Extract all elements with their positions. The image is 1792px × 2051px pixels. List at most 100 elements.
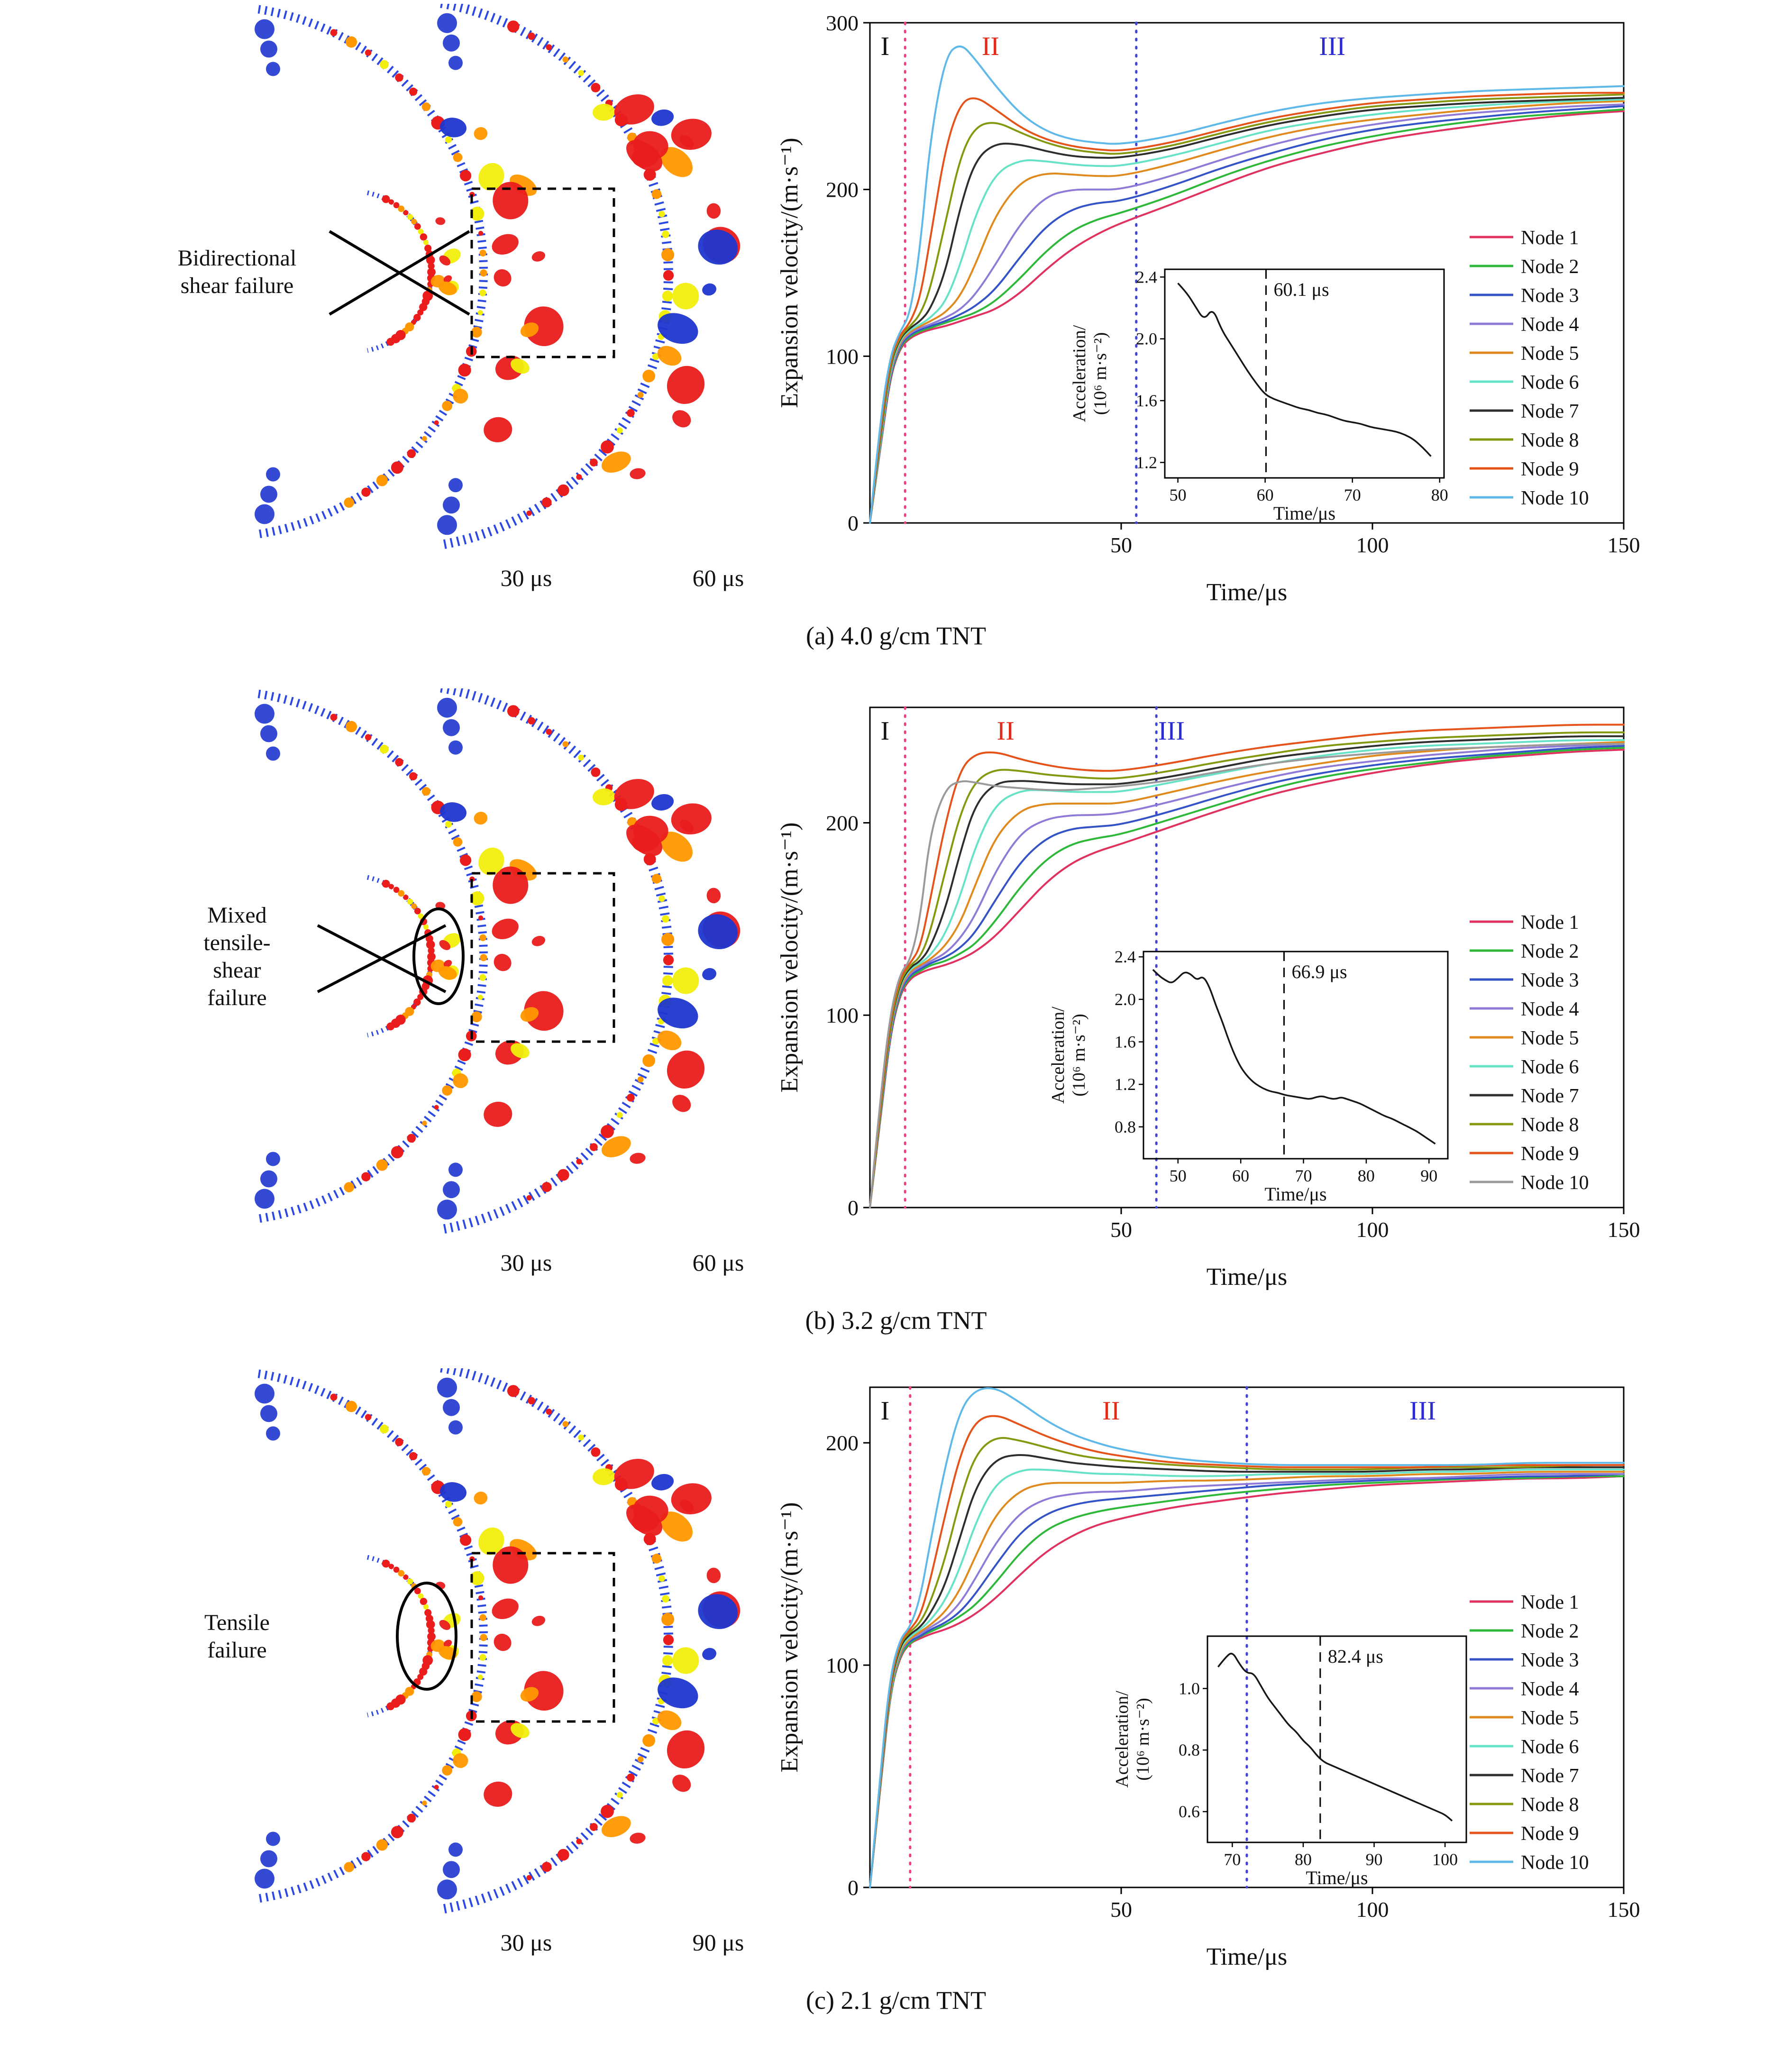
damage-speckle [417,309,424,316]
fragment-body [367,1557,432,1715]
fragment-body [441,1368,668,1910]
damage-patch [702,1648,717,1660]
damage-speckle [361,487,371,497]
damage-patch [474,812,488,825]
damage-speckle [418,1593,424,1599]
damage-patch [520,1687,539,1702]
tip-damage-patch [266,62,280,76]
y-axis: 0 100 200 [826,1431,870,1900]
damage-patch [510,1043,530,1059]
damage-speckle [480,269,487,277]
curve-node-3 [869,105,1625,524]
tip-damage-patch [255,1383,274,1404]
damage-patch [626,140,662,172]
damage-patch [493,1546,529,1584]
damage-speckle [344,497,354,508]
damage-patch [438,1646,457,1660]
damage-patch [439,1620,451,1630]
damage-patch [593,103,615,121]
damage-speckle [365,1414,372,1420]
y-tick-label: 100 [826,1653,859,1677]
damage-speckle [578,1434,584,1441]
legend-label: Node 4 [1521,998,1579,1020]
damage-patch [614,94,654,125]
damage-patch [524,306,564,347]
stage-label: I [880,1396,889,1426]
failure-mode-label: Mixed [207,903,266,928]
damage-speckle [418,229,424,235]
x-tick-label: 100 [1356,1897,1389,1922]
failure-mode-label: failure [207,985,266,1010]
damage-speckle [414,223,421,230]
legend-label: Node 5 [1521,343,1579,365]
damage-speckle [627,1093,635,1102]
y-axis-title: Expansion velocity/(m·s⁻¹) [776,1502,803,1772]
damage-speckle [590,1143,598,1151]
damage-speckle [557,1169,569,1181]
fragment-fringe [257,5,488,539]
damage-speckle [546,729,552,735]
damage-patch [672,283,699,310]
damage-speckle [591,767,601,777]
damage-speckle [562,741,569,747]
damage-speckle [479,1614,486,1621]
legend-label: Node 6 [1521,1736,1579,1758]
inset-y-axis-title: Acceleration/(10⁶ m·s⁻²) [1112,1691,1153,1788]
damage-patch [630,1832,646,1844]
inset-x-tick-label: 60 [1257,485,1274,504]
inset-frame [1143,951,1449,1160]
damage-speckle [376,475,388,486]
tip-damage-patch [255,1189,274,1209]
damage-speckle [477,1675,483,1680]
damage-speckle [528,1397,535,1405]
damage-speckle [661,1612,675,1626]
damage-patch [614,1458,654,1489]
inset-y-tick-label: 0.8 [1115,1117,1136,1136]
fragment-fringe [366,1555,434,1718]
tip-damage-patch [437,1199,457,1220]
damage-speckle [376,1159,388,1171]
damage-speckle [507,20,520,33]
damage-patch [667,366,705,404]
damage-speckle [470,1571,485,1585]
inset-x-axis-title: Time/μs [1306,1867,1368,1888]
legend: Node 1 Node 2 Node 3 Node 4 Node 5 Node 6 Node… [1470,227,1589,509]
damage-speckle [663,954,674,966]
damage-speckle [562,1421,569,1427]
damage-speckle [427,952,436,961]
curve-node-1 [869,1475,1625,1888]
x-tick-label: 150 [1608,1218,1640,1242]
damage-patch [680,1499,694,1512]
damage-patch [672,1775,691,1792]
damage-speckle [391,1146,403,1159]
damage-patch [657,1710,682,1731]
legend-label: Node 8 [1521,1794,1579,1816]
damage-speckle [658,211,665,218]
curve-node-8 [869,93,1625,524]
legend-label: Node 4 [1521,1678,1579,1700]
y-axis-title: Expansion velocity/(m·s⁻¹) [776,822,803,1092]
inset-y-tick-label: 0.8 [1179,1740,1200,1759]
damage-speckle [422,436,427,441]
damage-speckle [479,934,486,941]
damage-speckle [460,170,472,182]
x-tick-label: 150 [1608,1897,1640,1922]
damage-speckle [616,1792,623,1798]
y-axis: 0 100 200 300 [826,11,870,535]
curve-node-9 [869,1415,1625,1888]
damage-speckle [424,245,432,252]
damage-speckle [434,1105,439,1110]
damage-speckle [651,189,662,199]
damage-patch [706,1567,721,1584]
damage-patch [657,346,682,366]
damage-speckle [422,1800,427,1806]
damage-speckle [407,1134,416,1143]
damage-speckle [346,721,357,732]
inset-x-tick-label: 100 [1432,1850,1458,1869]
curve-node-6 [869,1468,1625,1888]
damage-speckle [393,887,400,893]
inset-y-axis-title: Acceleration/(10⁶ m·s⁻²) [1048,1007,1089,1104]
stage-label: III [1319,32,1345,61]
damage-speckle [386,338,395,346]
x-tick-label: 50 [1110,1897,1132,1922]
